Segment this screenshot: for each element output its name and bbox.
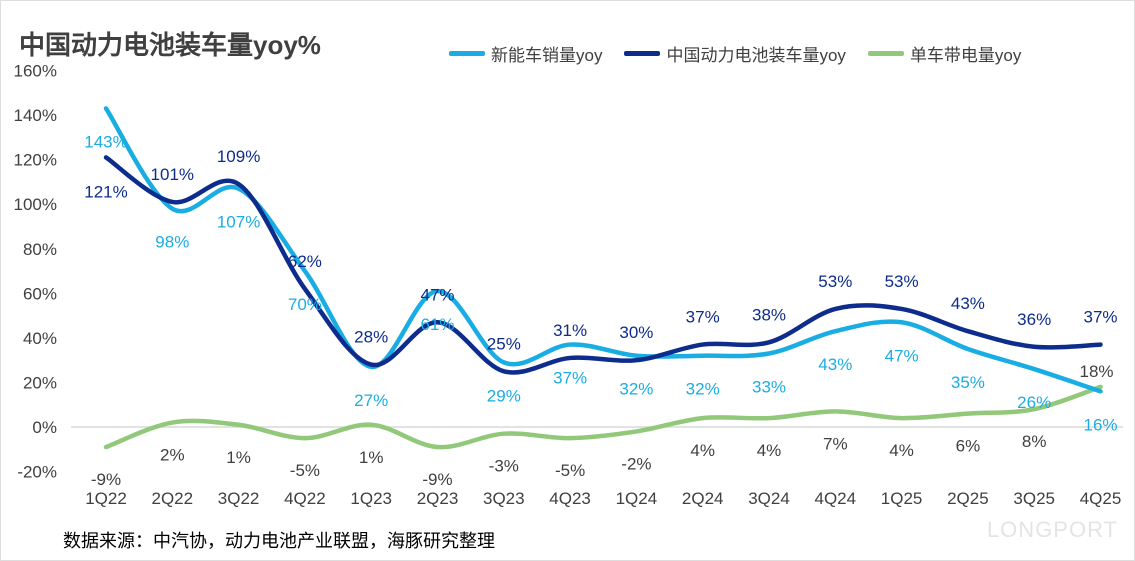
data-label: -2% <box>621 454 651 473</box>
data-label: 143% <box>84 132 127 151</box>
data-label: 47% <box>420 285 454 304</box>
data-label: 70% <box>288 295 322 314</box>
data-label: -5% <box>290 461 320 480</box>
data-label: 121% <box>84 182 127 201</box>
data-label: 4% <box>889 441 914 460</box>
data-label: -9% <box>422 470 452 489</box>
x-tick-label: 4Q24 <box>815 489 857 508</box>
legend-label: 中国动力电池装车量yoy <box>666 46 846 65</box>
x-tick-label: 4Q23 <box>549 489 591 508</box>
data-label: 32% <box>686 380 720 399</box>
data-label: 37% <box>686 308 720 327</box>
data-label: 26% <box>1017 393 1051 412</box>
data-label: -9% <box>91 470 121 489</box>
data-label: 53% <box>818 272 852 291</box>
data-label: 37% <box>1083 308 1117 327</box>
data-label: 27% <box>354 391 388 410</box>
data-label: 16% <box>1083 415 1117 434</box>
data-label: 8% <box>1022 432 1047 451</box>
legend-item-per-vehicle: 单车带电量yoy <box>867 41 1022 66</box>
data-label: 35% <box>951 373 985 392</box>
data-label: 30% <box>619 323 653 342</box>
legend-item-ev-sales: 新能车销量yoy <box>449 41 602 66</box>
legend-item-battery: 中国动力电池装车量yoy <box>624 41 846 66</box>
data-label: 7% <box>823 434 848 453</box>
chart-title: 中国动力电池装车量yoy% <box>19 30 321 60</box>
data-label: 31% <box>553 321 587 340</box>
data-label: 53% <box>885 272 919 291</box>
x-tick-label: 2Q22 <box>152 489 194 508</box>
data-label: 37% <box>553 369 587 388</box>
data-label: 4% <box>690 441 715 460</box>
source-note: 数据来源：中汽协，动力电池产业联盟，海豚研究整理 <box>63 531 495 551</box>
x-tick-label: 1Q22 <box>85 489 127 508</box>
data-label: 28% <box>354 328 388 347</box>
x-tick-label: 1Q24 <box>616 489 658 508</box>
x-tick-label: 1Q23 <box>350 489 392 508</box>
data-label: 1% <box>226 448 251 467</box>
data-label: 38% <box>752 305 786 324</box>
data-label: 107% <box>217 213 260 232</box>
y-tick-label: 120% <box>14 151 57 170</box>
data-label: 4% <box>757 441 782 460</box>
x-tick-label: 3Q25 <box>1013 489 1055 508</box>
data-label: 25% <box>487 334 521 353</box>
data-label: 62% <box>288 252 322 271</box>
x-tick-label: 4Q22 <box>284 489 326 508</box>
x-tick-label: 4Q25 <box>1080 489 1122 508</box>
y-tick-label: 0% <box>32 418 57 437</box>
data-label: 6% <box>956 437 981 456</box>
x-tick-label: 1Q25 <box>881 489 923 508</box>
data-label: 18% <box>1079 362 1113 381</box>
x-tick-label: 2Q24 <box>682 489 724 508</box>
y-tick-label: -20% <box>17 463 57 482</box>
data-label: 33% <box>752 377 786 396</box>
data-label: 61% <box>420 315 454 334</box>
legend-label: 单车带电量yoy <box>909 46 1022 65</box>
data-label: 47% <box>885 346 919 365</box>
y-tick-label: 20% <box>23 373 57 392</box>
x-tick-label: 2Q23 <box>417 489 459 508</box>
y-tick-label: 140% <box>14 106 57 125</box>
y-tick-label: 160% <box>14 62 57 81</box>
y-tick-label: 80% <box>23 240 57 259</box>
x-tick-label: 2Q25 <box>947 489 989 508</box>
data-label: -3% <box>489 457 519 476</box>
data-label: 29% <box>487 386 521 405</box>
y-tick-label: 60% <box>23 284 57 303</box>
x-tick-label: 3Q24 <box>748 489 790 508</box>
data-label: 98% <box>155 233 189 252</box>
watermark: LONGPORT <box>986 517 1118 542</box>
data-label: 43% <box>818 355 852 374</box>
data-label: 109% <box>217 147 260 166</box>
data-label: 101% <box>151 165 194 184</box>
data-label: 32% <box>619 380 653 399</box>
data-label: 43% <box>951 294 985 313</box>
x-tick-label: 3Q23 <box>483 489 525 508</box>
y-tick-label: 100% <box>14 195 57 214</box>
y-tick-label: 40% <box>23 329 57 348</box>
legend: 新能车销量yoy 中国动力电池装车量yoy 单车带电量yoy <box>449 41 1021 66</box>
data-label: 1% <box>359 448 384 467</box>
battery-install-yoy-line <box>103 155 1103 375</box>
x-tick-label: 3Q22 <box>218 489 260 508</box>
data-label: 2% <box>160 446 185 465</box>
per-vehicle-kwh-yoy-line <box>103 384 1103 450</box>
data-label: 36% <box>1017 310 1051 329</box>
data-label: -5% <box>555 461 585 480</box>
legend-label: 新能车销量yoy <box>491 46 603 65</box>
